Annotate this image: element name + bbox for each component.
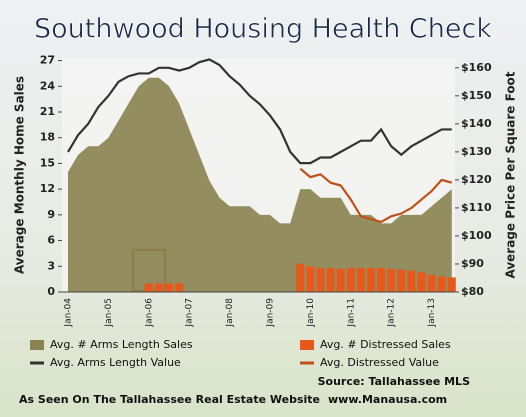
y-tick-label: 27 (40, 54, 55, 67)
y-tick-label: 18 (40, 131, 55, 144)
bar (377, 268, 386, 292)
y-tick-label: 15 (40, 156, 55, 169)
y-tick-label: 6 (47, 234, 55, 247)
y-tick-label: 24 (40, 79, 56, 92)
y2-tick-label: $80 (461, 285, 484, 298)
x-tick-label: Jan-08 (225, 298, 235, 328)
y2-tick-label: $120 (461, 173, 492, 186)
y2-tick-label: $100 (461, 229, 492, 242)
y2-tick-label: $110 (461, 201, 492, 214)
legend-swatch (30, 340, 44, 350)
bar (447, 277, 456, 292)
legend: Avg. # Arms Length Sales Avg. # Distresse… (30, 338, 451, 369)
line (299, 167, 453, 224)
bar (407, 270, 416, 292)
legend-label: Avg. Distressed Value (320, 356, 439, 369)
bar (427, 274, 436, 292)
y2-tick-label: $140 (461, 117, 492, 130)
y2-tick-label: $160 (461, 61, 492, 74)
footer: As Seen On The Tallahassee Real Estate W… (19, 393, 320, 406)
bar (144, 283, 153, 292)
y-tick-label: 3 (47, 259, 55, 272)
x-tick-label: Jan-11 (346, 298, 356, 328)
line (67, 58, 452, 165)
bar (306, 266, 315, 292)
source: Source: Tallahassee MLS (318, 375, 470, 388)
y2-axis-title: Average Price Per Square Foot (504, 71, 518, 278)
y2-tick-label: $130 (461, 145, 492, 158)
bar (175, 283, 184, 292)
bar (437, 276, 446, 292)
x-tick-label: Jan-09 (266, 298, 276, 328)
y-tick-label: 12 (40, 182, 55, 195)
y-tick-label: 0 (47, 285, 55, 298)
legend-label: Avg. # Arms Length Sales (50, 338, 193, 351)
bar (397, 269, 406, 292)
bar (296, 263, 305, 292)
x-tick-label: Jan-13 (427, 298, 437, 328)
chart-title: Southwood Housing Health Check (34, 14, 492, 45)
website: www.Manausa.com (328, 393, 447, 406)
legend-label: Avg. # Distressed Sales (320, 338, 451, 351)
x-tick-label: Jan-06 (144, 298, 154, 328)
bar (154, 283, 163, 292)
y-tick-label: 21 (40, 105, 55, 118)
y-tick-label: 9 (47, 208, 55, 221)
legend-label: Avg. Arms Length Value (50, 356, 181, 369)
x-tick-label: Jan-12 (387, 298, 397, 328)
x-tick-label: Jan-07 (185, 298, 195, 328)
x-tick-label: Jan-05 (104, 298, 114, 328)
y2-tick-label: $90 (461, 257, 484, 270)
legend-swatch (300, 340, 314, 350)
y2-tick-label: $150 (461, 89, 492, 102)
x-tick-label: Jan-04 (64, 298, 74, 328)
bar (356, 268, 365, 292)
bar (346, 268, 355, 292)
y-axis-title: Average Monthly Home Sales (13, 76, 27, 274)
bar (336, 268, 345, 292)
bar (367, 268, 375, 292)
bar (326, 268, 335, 292)
x-tick-label: Jan-10 (306, 298, 316, 328)
bar (417, 272, 426, 292)
bar (165, 283, 173, 292)
bar (316, 268, 325, 292)
bar (387, 268, 396, 292)
area (68, 77, 452, 292)
